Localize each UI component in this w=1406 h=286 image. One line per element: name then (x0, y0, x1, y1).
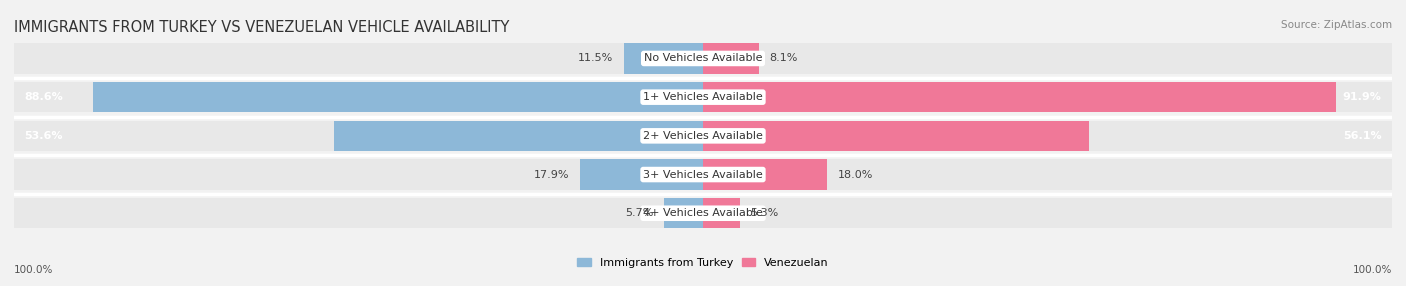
Bar (14, 198, 1392, 228)
Text: 18.0%: 18.0% (838, 170, 873, 180)
Text: 1+ Vehicles Available: 1+ Vehicles Available (643, 92, 763, 102)
Bar (333, 121, 703, 151)
Bar (14, 43, 1392, 74)
Text: No Vehicles Available: No Vehicles Available (644, 53, 762, 63)
Bar (703, 121, 1090, 151)
Bar (703, 198, 740, 228)
Bar (703, 82, 1336, 112)
Bar (14, 160, 1392, 190)
Text: 11.5%: 11.5% (578, 53, 613, 63)
Bar (93, 82, 703, 112)
Bar (703, 160, 827, 190)
Text: 5.7%: 5.7% (626, 208, 654, 218)
Bar (14, 82, 1392, 112)
Text: 8.1%: 8.1% (769, 53, 797, 63)
Bar (703, 43, 759, 74)
Text: 100.0%: 100.0% (14, 265, 53, 275)
Text: 91.9%: 91.9% (1343, 92, 1382, 102)
Text: IMMIGRANTS FROM TURKEY VS VENEZUELAN VEHICLE AVAILABILITY: IMMIGRANTS FROM TURKEY VS VENEZUELAN VEH… (14, 20, 509, 35)
Text: 5.3%: 5.3% (749, 208, 778, 218)
Bar (14, 121, 1392, 151)
Text: 56.1%: 56.1% (1343, 131, 1382, 141)
Text: 100.0%: 100.0% (1353, 265, 1392, 275)
Bar (664, 198, 703, 228)
Text: 53.6%: 53.6% (24, 131, 63, 141)
Bar (579, 160, 703, 190)
Text: 88.6%: 88.6% (24, 92, 63, 102)
Bar (624, 43, 703, 74)
Text: 3+ Vehicles Available: 3+ Vehicles Available (643, 170, 763, 180)
Text: 2+ Vehicles Available: 2+ Vehicles Available (643, 131, 763, 141)
Legend: Immigrants from Turkey, Venezuelan: Immigrants from Turkey, Venezuelan (572, 253, 834, 272)
Text: 4+ Vehicles Available: 4+ Vehicles Available (643, 208, 763, 218)
Text: Source: ZipAtlas.com: Source: ZipAtlas.com (1281, 20, 1392, 30)
Text: 17.9%: 17.9% (534, 170, 569, 180)
